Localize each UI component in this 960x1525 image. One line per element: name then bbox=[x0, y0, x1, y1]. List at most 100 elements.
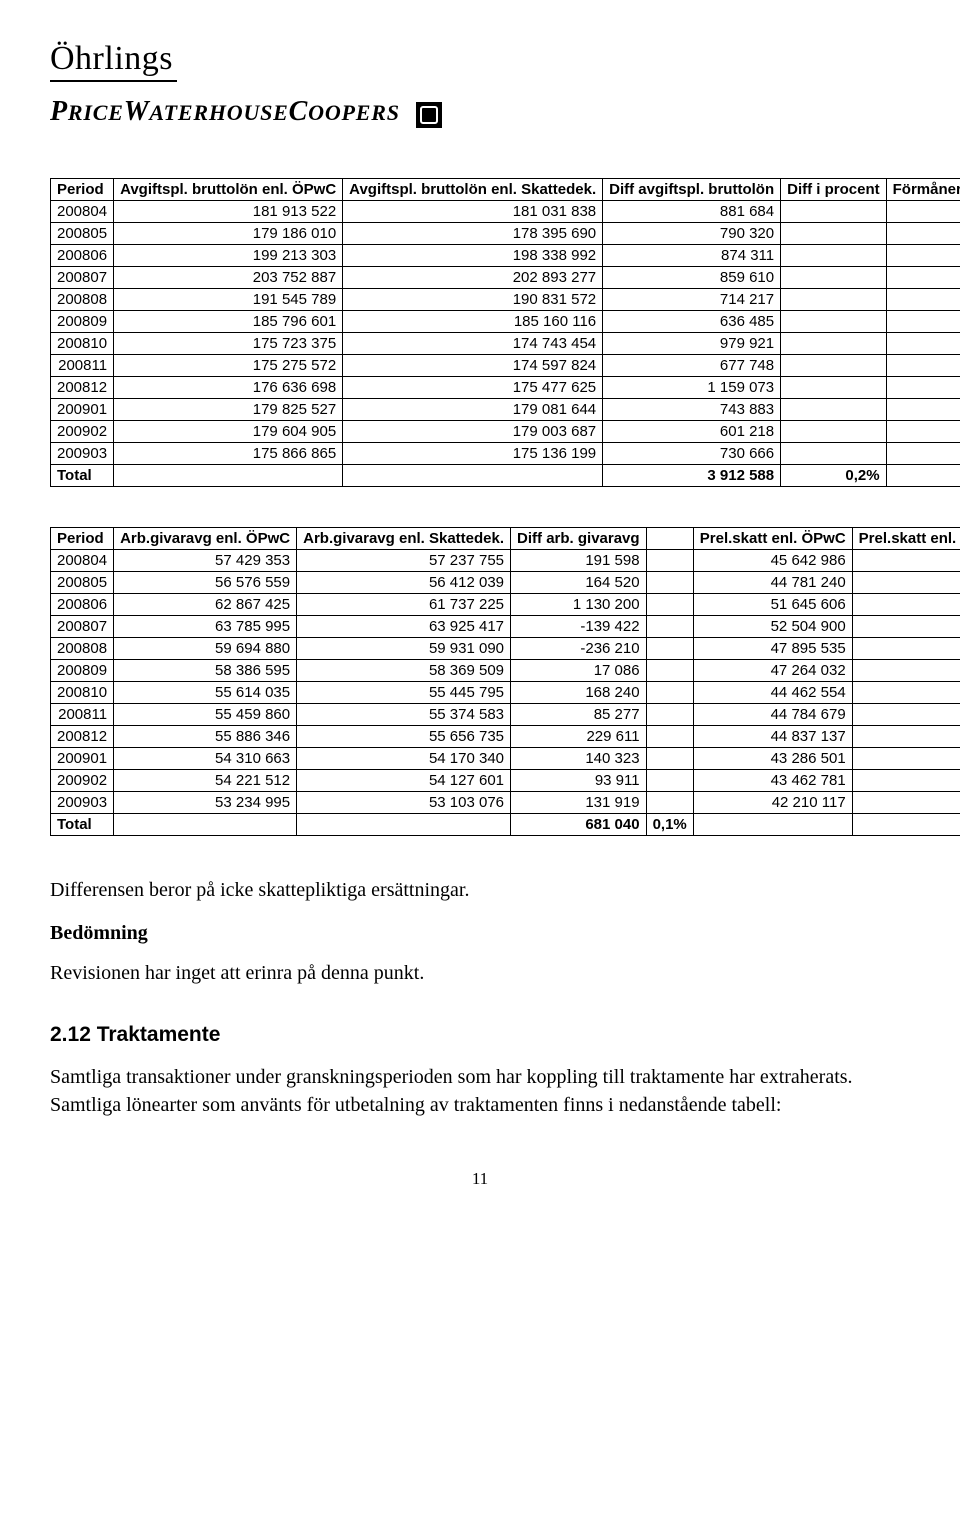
col-arbgiv-skatt: Arb.givaravg enl. Skattedek. bbox=[297, 528, 511, 550]
table-cell: 859 610 bbox=[603, 267, 781, 289]
table-cell: 58 369 509 bbox=[297, 660, 511, 682]
table-row: 200902179 604 905179 003 687601 218351 9… bbox=[51, 421, 960, 443]
table-cell: 181 031 838 bbox=[343, 201, 603, 223]
table-cell: 179 003 687 bbox=[343, 421, 603, 443]
table-cell: 51 645 606 bbox=[852, 594, 960, 616]
table-cell: 56 412 039 bbox=[297, 572, 511, 594]
table-cell: 93 911 bbox=[511, 770, 647, 792]
table-cell: 434 409 bbox=[886, 333, 960, 355]
table-cell: 17 086 bbox=[511, 660, 647, 682]
table-cell: 55 374 583 bbox=[297, 704, 511, 726]
table-cell: 351 456 bbox=[886, 399, 960, 421]
table-bruttolon-formaner: Period Avgiftspl. bruttolön enl. ÖPwC Av… bbox=[50, 178, 960, 487]
table-header-row: Period Arb.givaravg enl. ÖPwC Arb.givara… bbox=[51, 528, 960, 550]
table-cell: 200806 bbox=[51, 594, 114, 616]
table-cell: 178 395 690 bbox=[343, 223, 603, 245]
table-row: 200805179 186 010178 395 690790 320468 3… bbox=[51, 223, 960, 245]
table-cell: 164 520 bbox=[511, 572, 647, 594]
table-arbgivaravg-prelskatt: Period Arb.givaravg enl. ÖPwC Arb.givara… bbox=[50, 527, 960, 836]
col-arbgiv-opwc: Arb.givaravg enl. ÖPwC bbox=[114, 528, 297, 550]
col-period: Period bbox=[51, 528, 114, 550]
table-cell bbox=[646, 594, 693, 616]
table-cell: 179 604 905 bbox=[114, 421, 343, 443]
document-page: Öhrlings PRICEWATERHOUSECOOPERS Period A… bbox=[0, 0, 960, 1219]
table-cell: 43 462 781 bbox=[693, 770, 852, 792]
table-row: 200806199 213 303198 338 992874 311442 1… bbox=[51, 245, 960, 267]
table-cell: 55 459 860 bbox=[114, 704, 297, 726]
table-cell: 191 545 789 bbox=[114, 289, 343, 311]
table-cell bbox=[646, 638, 693, 660]
table-cell: Total bbox=[51, 814, 114, 836]
table-cell: 43 286 501 bbox=[693, 748, 852, 770]
table-cell: 421 854 bbox=[886, 377, 960, 399]
table-cell: 61 737 225 bbox=[297, 594, 511, 616]
table-cell: 200804 bbox=[51, 201, 114, 223]
table-cell: 43 286 501 bbox=[852, 748, 960, 770]
table-cell: 200805 bbox=[51, 572, 114, 594]
table-cell: 55 656 735 bbox=[297, 726, 511, 748]
table-cell: 200809 bbox=[51, 660, 114, 682]
table-cell: 185 796 601 bbox=[114, 311, 343, 333]
table-cell: 185 160 116 bbox=[343, 311, 603, 333]
table-cell bbox=[781, 201, 887, 223]
table-cell: 433 438 bbox=[886, 201, 960, 223]
table-cell bbox=[781, 223, 887, 245]
table-cell: 140 323 bbox=[511, 748, 647, 770]
table-cell: 200809 bbox=[51, 311, 114, 333]
table-cell: 179 825 527 bbox=[114, 399, 343, 421]
table-cell: 57 237 755 bbox=[297, 550, 511, 572]
table-cell: 175 275 572 bbox=[114, 355, 343, 377]
col-diff-procent: Diff i procent bbox=[781, 179, 887, 201]
table-cell: 55 614 035 bbox=[114, 682, 297, 704]
table-cell: 44 784 679 bbox=[852, 704, 960, 726]
table-cell: 131 919 bbox=[511, 792, 647, 814]
table-cell: 58 386 595 bbox=[114, 660, 297, 682]
table-cell: 52 504 900 bbox=[852, 616, 960, 638]
table-cell: 44 837 137 bbox=[852, 726, 960, 748]
table-cell bbox=[646, 660, 693, 682]
table-cell bbox=[646, 572, 693, 594]
table-cell: 174 597 824 bbox=[343, 355, 603, 377]
table-cell: 200811 bbox=[51, 704, 114, 726]
table-cell: 442 189 bbox=[886, 245, 960, 267]
table-cell: 168 240 bbox=[511, 682, 647, 704]
table-cell: -139 422 bbox=[511, 616, 647, 638]
page-number: 11 bbox=[50, 1169, 910, 1189]
table-cell: 179 186 010 bbox=[114, 223, 343, 245]
col-bruttolon-opwc: Avgiftspl. bruttolön enl. ÖPwC bbox=[114, 179, 343, 201]
table-cell bbox=[781, 245, 887, 267]
table-cell: 198 338 992 bbox=[343, 245, 603, 267]
table-cell: 1 130 200 bbox=[511, 594, 647, 616]
col-diff-bruttolon: Diff avgiftspl. bruttolön bbox=[603, 179, 781, 201]
table-cell: 47 895 535 bbox=[852, 638, 960, 660]
table-cell: 423 184 bbox=[886, 311, 960, 333]
table-row: 20080763 785 99563 925 417-139 42252 504… bbox=[51, 616, 960, 638]
paragraph-revision: Revisionen har inget att erinra på denna… bbox=[50, 959, 910, 987]
table-cell: 199 213 303 bbox=[114, 245, 343, 267]
table-cell: 44 781 240 bbox=[852, 572, 960, 594]
table-row: 200808191 545 789190 831 572714 217435 3… bbox=[51, 289, 960, 311]
table-cell: 200810 bbox=[51, 682, 114, 704]
table-cell: 55 886 346 bbox=[114, 726, 297, 748]
col-period: Period bbox=[51, 179, 114, 201]
table-header-row: Period Avgiftspl. bruttolön enl. ÖPwC Av… bbox=[51, 179, 960, 201]
table-cell: 200808 bbox=[51, 289, 114, 311]
table-cell: 54 221 512 bbox=[114, 770, 297, 792]
table-cell: Total bbox=[51, 465, 114, 487]
table-cell bbox=[781, 289, 887, 311]
table-cell: 44 462 554 bbox=[693, 682, 852, 704]
table-cell: 433 869 bbox=[886, 355, 960, 377]
table-total-row: Total681 0400,1%00,0% bbox=[51, 814, 960, 836]
table-cell: 200812 bbox=[51, 726, 114, 748]
table-cell: 44 462 554 bbox=[852, 682, 960, 704]
table-row: 20080859 694 88059 931 090-236 21047 895… bbox=[51, 638, 960, 660]
table-cell: 175 136 199 bbox=[343, 443, 603, 465]
logo-line2: PRICEWATERHOUSECOOPERS bbox=[50, 96, 910, 128]
table-cell: 435 334 bbox=[886, 289, 960, 311]
table-cell: 54 310 663 bbox=[114, 748, 297, 770]
table-row: 20080958 386 59558 369 50917 08647 264 0… bbox=[51, 660, 960, 682]
table-cell: 44 781 240 bbox=[693, 572, 852, 594]
table-row: 200903175 866 865175 136 199730 666349 9… bbox=[51, 443, 960, 465]
table-cell: 54 170 340 bbox=[297, 748, 511, 770]
section-traktamente: 2.12 Traktamente bbox=[50, 1023, 910, 1047]
